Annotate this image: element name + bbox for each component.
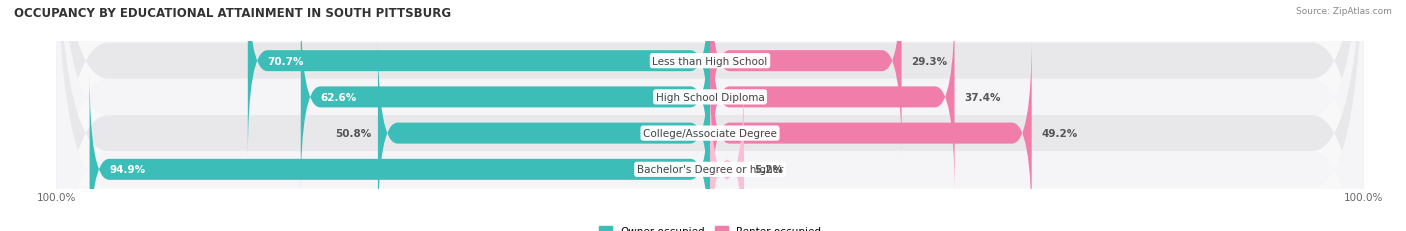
Text: 5.2%: 5.2% xyxy=(754,165,783,175)
Text: 29.3%: 29.3% xyxy=(911,56,948,66)
FancyBboxPatch shape xyxy=(378,36,710,231)
Text: 94.9%: 94.9% xyxy=(110,165,145,175)
Text: 50.8%: 50.8% xyxy=(335,128,371,139)
Text: Bachelor's Degree or higher: Bachelor's Degree or higher xyxy=(637,165,783,175)
Text: 49.2%: 49.2% xyxy=(1042,128,1078,139)
FancyBboxPatch shape xyxy=(710,72,744,231)
Text: 37.4%: 37.4% xyxy=(965,92,1001,103)
FancyBboxPatch shape xyxy=(301,0,710,195)
Text: 62.6%: 62.6% xyxy=(321,92,357,103)
FancyBboxPatch shape xyxy=(247,0,710,159)
Text: College/Associate Degree: College/Associate Degree xyxy=(643,128,778,139)
Text: High School Diploma: High School Diploma xyxy=(655,92,765,103)
FancyBboxPatch shape xyxy=(710,36,1032,231)
FancyBboxPatch shape xyxy=(710,0,901,159)
FancyBboxPatch shape xyxy=(56,0,1364,231)
FancyBboxPatch shape xyxy=(56,0,1364,231)
Text: Source: ZipAtlas.com: Source: ZipAtlas.com xyxy=(1296,7,1392,16)
FancyBboxPatch shape xyxy=(56,0,1364,231)
FancyBboxPatch shape xyxy=(90,72,710,231)
Text: Less than High School: Less than High School xyxy=(652,56,768,66)
FancyBboxPatch shape xyxy=(710,0,955,195)
Text: 70.7%: 70.7% xyxy=(267,56,304,66)
Text: OCCUPANCY BY EDUCATIONAL ATTAINMENT IN SOUTH PITTSBURG: OCCUPANCY BY EDUCATIONAL ATTAINMENT IN S… xyxy=(14,7,451,20)
FancyBboxPatch shape xyxy=(56,0,1364,231)
Legend: Owner-occupied, Renter-occupied: Owner-occupied, Renter-occupied xyxy=(599,226,821,231)
